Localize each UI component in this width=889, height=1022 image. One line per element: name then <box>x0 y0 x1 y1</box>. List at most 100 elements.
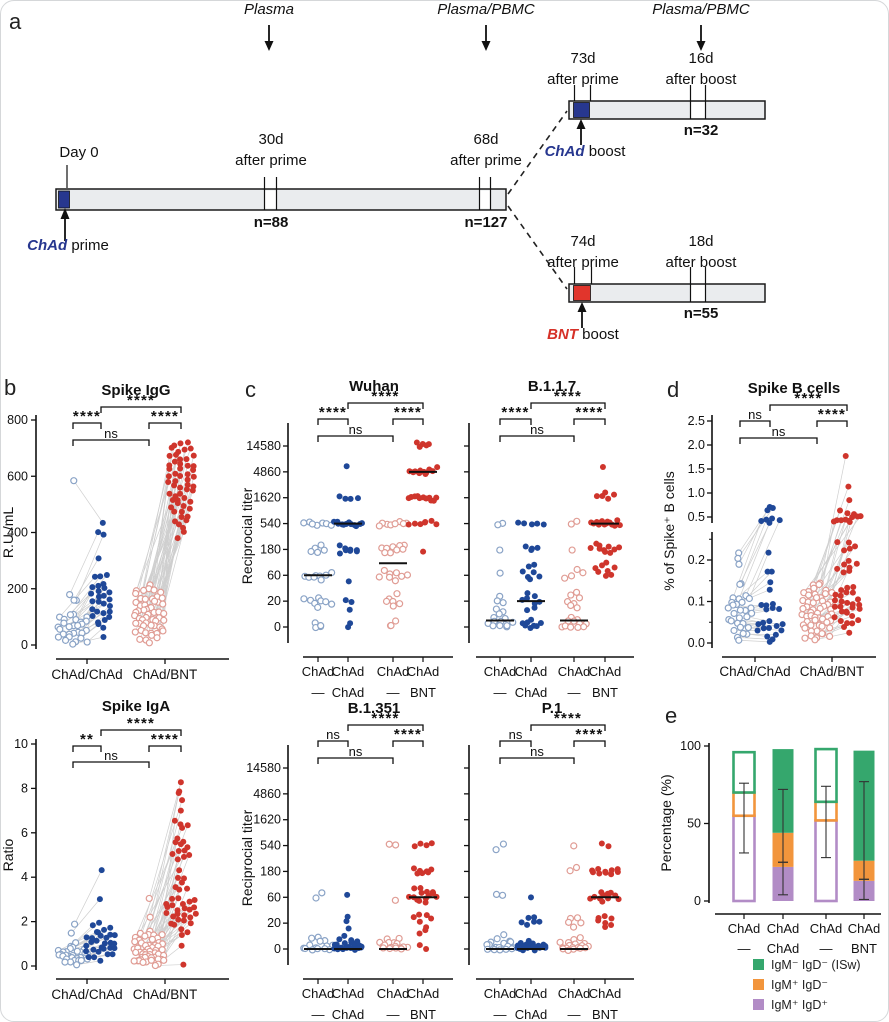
sig-bracket <box>72 422 102 429</box>
y-tick-label: 4860 <box>253 465 281 479</box>
y-tick-label: 14580 <box>246 761 281 775</box>
points-pre-group1 <box>130 894 168 970</box>
y-tick-label: 50 <box>687 817 701 831</box>
x-tick-label: ChAd <box>589 986 622 1001</box>
sig-label: ** <box>80 731 94 748</box>
y-tick-label: 0.0 <box>688 636 705 650</box>
points-col0 <box>484 519 517 631</box>
points-col3 <box>587 463 623 579</box>
plot-wuhan: Wuhan 0 20 60 180 540 1620 4860 14580 Reciprocial… <box>241 378 453 700</box>
sig-bracket <box>530 402 606 409</box>
sig-bracket <box>100 729 182 736</box>
sig-label: ns <box>349 744 363 759</box>
plot-title: Spike B cells <box>748 380 841 397</box>
y-tick-label: 180 <box>260 864 281 878</box>
label-plasma-1: Plasma <box>243 1 295 18</box>
y-tick-label: 4 <box>21 870 28 884</box>
y-axis-label: Reciprocial titer <box>241 809 255 906</box>
legend-swatch-purple <box>753 999 764 1010</box>
sig-bracket <box>72 745 102 752</box>
y-tick-label: 0.5 <box>688 510 705 524</box>
legend-label-igm-igd-pos: IgM⁺ IgD⁺ <box>771 998 828 1012</box>
bcell-legend: IgM⁻ IgD⁻ (ISw) IgM⁺ IgD⁻ IgM⁺ IgD⁺ <box>753 957 861 1017</box>
chad-boost-timeline-bar <box>568 85 766 145</box>
y-tick-label: 100 <box>680 739 701 753</box>
x-tick-label: ChAd <box>810 921 843 936</box>
sig-label: **** <box>394 726 422 743</box>
panel-a-diagram <box>55 25 766 328</box>
y-tick-label: 600 <box>7 469 28 483</box>
sig-label: **** <box>394 404 422 421</box>
plot-title: B.1.351 <box>348 700 401 717</box>
panel-letter-a: a <box>9 9 22 34</box>
sig-bracket <box>573 740 606 747</box>
x-tick-label: ChAd <box>332 986 365 1001</box>
sig-label: ns <box>326 727 340 742</box>
label-n127: n=127 <box>464 214 508 231</box>
sig-bracket <box>72 439 150 446</box>
sig-bracket <box>530 724 606 731</box>
y-axis-label: Percentage (%) <box>658 774 674 871</box>
stacked-bar-1 <box>772 749 794 901</box>
y-tick-label: 0.1 <box>688 595 705 609</box>
sig-label: **** <box>575 404 603 421</box>
x-tick-sublabel: — <box>494 685 507 700</box>
legend-label-igm-igd-neg: IgM⁺ IgD⁻ <box>771 978 828 992</box>
label-68d: 68d <box>473 131 499 148</box>
points-pre-group0 <box>54 477 91 648</box>
sig-bracket <box>392 418 424 425</box>
points-pre-group0 <box>724 549 756 644</box>
label-plasma-pbmc-1: Plasma/PBMC <box>437 1 535 18</box>
label-74d: 74d <box>570 233 596 250</box>
points-col2 <box>558 517 590 631</box>
chad-boost-vaccine-text: ChAd <box>544 143 585 160</box>
y-tick-label: 4860 <box>253 787 281 801</box>
y-tick-label: 0 <box>694 894 701 908</box>
sig-label: **** <box>127 715 155 732</box>
label-18d: 18d <box>688 233 714 250</box>
y-axis-label: Reciprocial titer <box>241 487 255 584</box>
plot-spike-b: Spike B cells 0.5 1.0 1.5 2.0 2.5 0.0 0.1 0.2 % o… <box>661 380 876 679</box>
sig-bracket <box>317 740 349 747</box>
plot-b-pheno: 0 50 100 Percentage (%) ChAd — ChAd ChAd ChAd — Ch… <box>658 739 881 956</box>
chad-boost-dose-marker <box>573 102 590 118</box>
chad-prime-dose-marker <box>58 190 70 209</box>
sig-label: **** <box>501 404 529 421</box>
panel-letter-b: b <box>4 375 17 400</box>
x-tick-sublabel: — <box>494 1007 507 1022</box>
sig-bracket <box>499 435 575 442</box>
legend-item-igm-igd-pos: IgM⁺ IgD⁺ <box>753 997 861 1012</box>
x-tick-sublabel: — <box>312 1007 325 1022</box>
sig-bracket <box>499 757 575 764</box>
legend-item-isw: IgM⁻ IgD⁻ (ISw) <box>753 957 861 972</box>
chad-boost-rest-text: boost <box>584 143 626 160</box>
points-post-group0 <box>754 504 786 645</box>
label-30d-sub: after prime <box>235 152 307 169</box>
x-tick-label: ChAd <box>484 664 517 679</box>
points-post-group1 <box>830 453 864 636</box>
label-73d: 73d <box>570 50 596 67</box>
points-post-group0 <box>83 867 118 964</box>
label-68d-sub: after prime <box>450 152 522 169</box>
bnt-boost-dose-marker <box>573 285 591 301</box>
y-tick-label: 10 <box>14 737 28 751</box>
plot-spike-igg: Spike IgG 0 200 400 600 800 R.U./mL ChAd/ChAd Ch… <box>1 382 229 682</box>
sig-label: **** <box>794 390 822 407</box>
x-tick-label: ChAd <box>589 664 622 679</box>
y-tick-label: 180 <box>260 542 281 556</box>
points-post-group1 <box>163 779 199 968</box>
label-16d: 16d <box>688 50 714 67</box>
main-timeline-bar <box>55 165 507 211</box>
y-tick-label: 540 <box>260 839 281 853</box>
x-tick-sublabel: ChAd <box>767 941 800 956</box>
x-tick-label: ChAd <box>515 664 548 679</box>
sig-bracket <box>769 404 848 411</box>
y-tick-label: 2.0 <box>688 438 705 452</box>
x-tick-sublabel: ChAd <box>332 685 365 700</box>
panel-letter-d: d <box>667 377 680 402</box>
x-tick-label: ChAd <box>302 664 335 679</box>
y-axis-label: % of Spike⁺ B cells <box>661 471 677 590</box>
points-col1 <box>515 519 547 632</box>
points-col3 <box>587 840 622 931</box>
